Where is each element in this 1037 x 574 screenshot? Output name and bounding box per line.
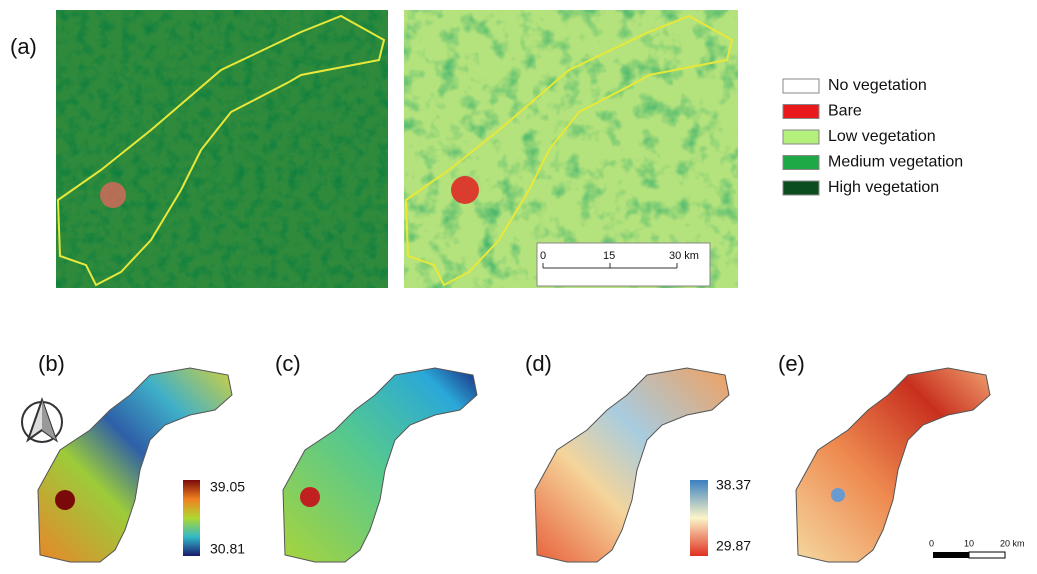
scale-label: 0 <box>540 250 546 262</box>
scale-label: 30 km <box>669 250 699 262</box>
colorbar <box>183 480 200 556</box>
legend-label: Low vegetation <box>828 128 936 145</box>
scale-label: 0 <box>929 538 934 548</box>
legend-label: Bare <box>828 103 862 120</box>
legend: No vegetation Bare Low vegetation Medium ve… <box>783 77 963 196</box>
legend-label: High vegetation <box>828 179 939 196</box>
colorbar-min: 30.81 <box>210 541 245 557</box>
panel-label: (e) <box>778 351 805 376</box>
figure: (a) 0 15 30 km No vegetation Bare Low vege… <box>0 0 1037 569</box>
map-a-left <box>56 10 388 288</box>
legend-swatch <box>783 79 819 93</box>
legend-swatch <box>783 130 819 144</box>
colorbar <box>690 480 708 556</box>
scale-label: 10 <box>964 538 974 548</box>
panel-label: (b) <box>38 351 65 376</box>
map-b <box>38 368 232 562</box>
panel-label: (a) <box>10 34 37 59</box>
legend-label: No vegetation <box>828 77 927 94</box>
panel-label: (c) <box>275 351 301 376</box>
map-e <box>796 368 990 562</box>
colorbar-max: 39.05 <box>210 479 245 495</box>
legend-label: Medium vegetation <box>828 154 963 171</box>
colorbar-min: 29.87 <box>716 538 751 554</box>
map-a-right <box>404 10 738 288</box>
scale-label: 15 <box>603 250 615 262</box>
map-c <box>283 368 477 562</box>
north-arrow <box>22 400 62 442</box>
legend-swatch <box>783 156 819 170</box>
scale-label: 20 km <box>1000 538 1025 548</box>
panel-label: (d) <box>525 351 552 376</box>
legend-swatch <box>783 181 819 195</box>
scale-bar <box>933 552 1005 558</box>
legend-swatch <box>783 105 819 119</box>
colorbar-max: 38.37 <box>716 477 751 493</box>
